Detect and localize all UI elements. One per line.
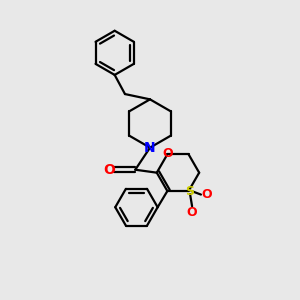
Text: O: O: [163, 147, 173, 160]
Text: S: S: [185, 184, 194, 197]
Text: N: N: [144, 141, 156, 154]
Text: O: O: [187, 206, 197, 219]
Text: O: O: [201, 188, 211, 201]
Text: O: O: [104, 163, 116, 177]
